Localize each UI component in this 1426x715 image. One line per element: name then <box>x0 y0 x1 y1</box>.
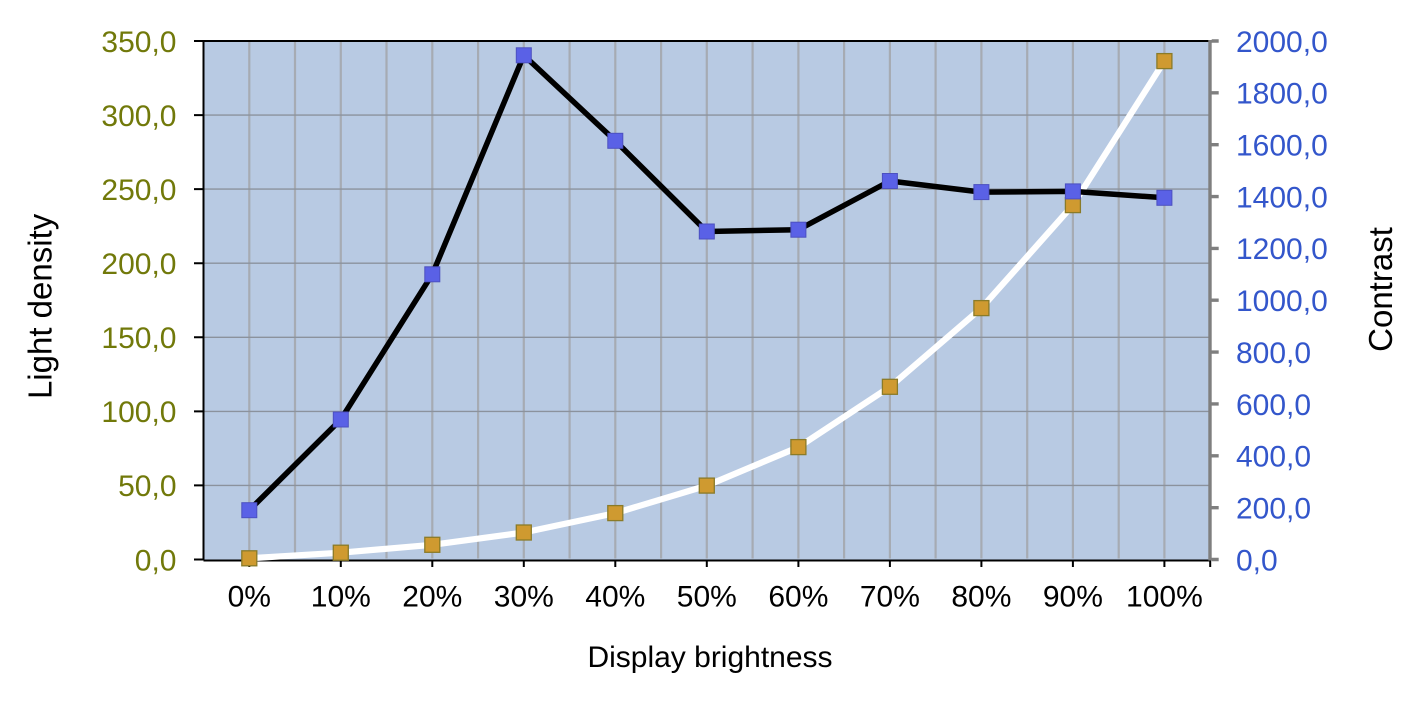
svg-text:2000,0: 2000,0 <box>1236 26 1328 59</box>
svg-text:30%: 30% <box>494 581 554 614</box>
svg-text:90%: 90% <box>1043 581 1103 614</box>
svg-text:1000,0: 1000,0 <box>1236 285 1328 318</box>
svg-text:20%: 20% <box>402 581 462 614</box>
svg-text:600,0: 600,0 <box>1236 389 1311 422</box>
svg-text:250,0: 250,0 <box>101 174 176 207</box>
svg-text:0,0: 0,0 <box>1236 544 1278 577</box>
svg-text:200,0: 200,0 <box>1236 493 1311 526</box>
svg-text:80%: 80% <box>951 581 1011 614</box>
svg-text:0,0: 0,0 <box>135 544 177 577</box>
svg-text:300,0: 300,0 <box>101 100 176 133</box>
svg-text:50,0: 50,0 <box>118 470 176 503</box>
svg-text:Display brightness: Display brightness <box>587 641 832 674</box>
svg-text:350,0: 350,0 <box>101 26 176 59</box>
svg-text:10%: 10% <box>311 581 371 614</box>
svg-text:800,0: 800,0 <box>1236 337 1311 370</box>
svg-text:100,0: 100,0 <box>101 396 176 429</box>
svg-text:1600,0: 1600,0 <box>1236 130 1328 163</box>
svg-text:1200,0: 1200,0 <box>1236 233 1328 266</box>
svg-text:70%: 70% <box>860 581 920 614</box>
svg-text:60%: 60% <box>768 581 828 614</box>
svg-text:150,0: 150,0 <box>101 322 176 355</box>
svg-text:Contrast: Contrast <box>1362 227 1399 352</box>
svg-text:Light density: Light density <box>22 213 59 399</box>
svg-text:0%: 0% <box>228 581 271 614</box>
svg-text:50%: 50% <box>677 581 737 614</box>
svg-text:1800,0: 1800,0 <box>1236 78 1328 111</box>
svg-text:200,0: 200,0 <box>101 248 176 281</box>
svg-text:400,0: 400,0 <box>1236 441 1311 474</box>
svg-text:1400,0: 1400,0 <box>1236 181 1328 214</box>
svg-text:100%: 100% <box>1126 581 1203 614</box>
svg-text:40%: 40% <box>585 581 645 614</box>
